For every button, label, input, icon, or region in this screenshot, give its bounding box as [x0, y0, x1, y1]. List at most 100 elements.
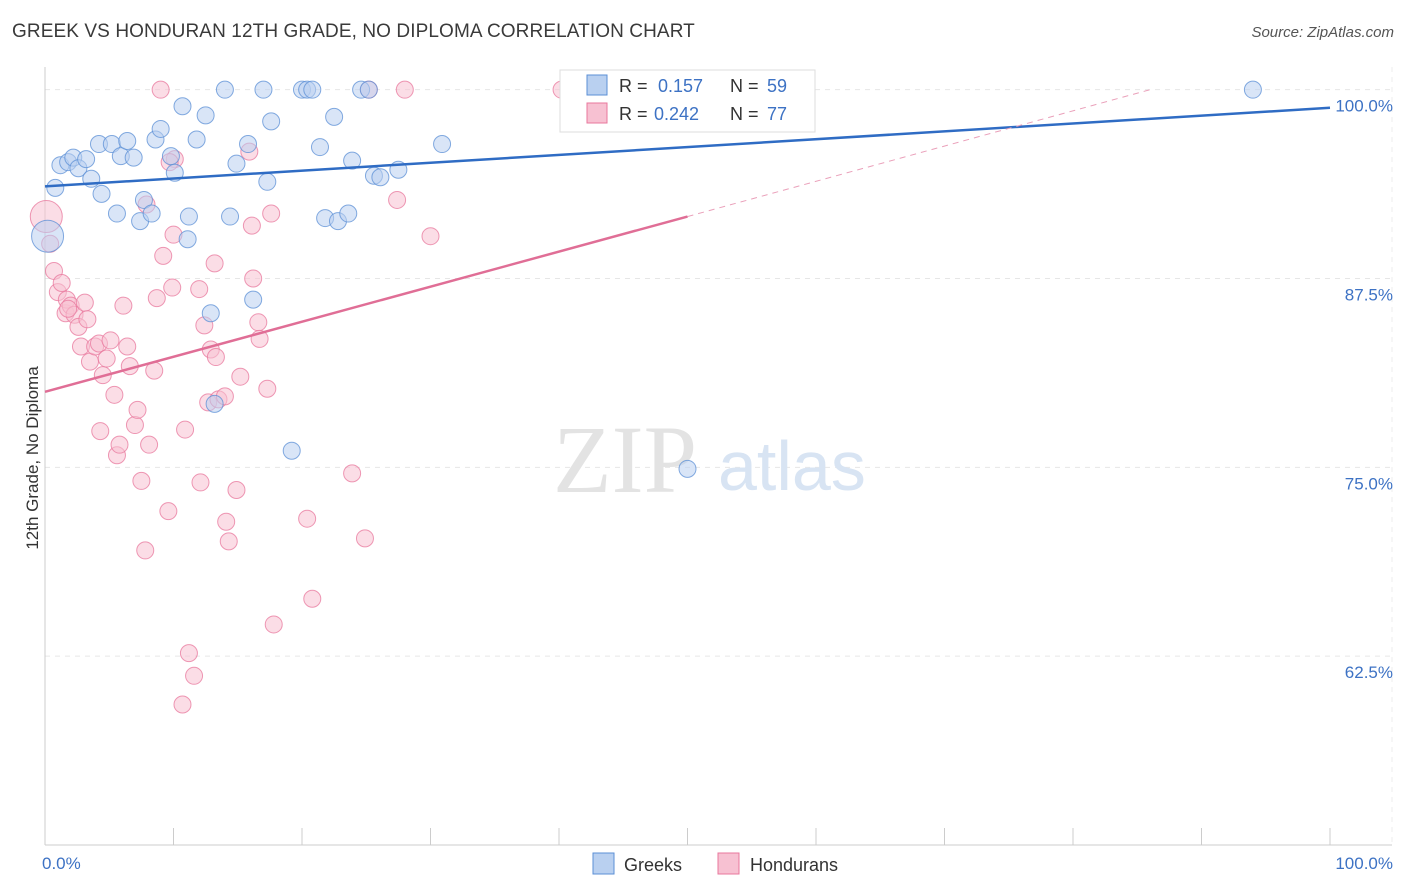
hondurans-legend-swatch [586, 102, 608, 124]
watermark-zip: ZIP [553, 406, 697, 513]
chart-title: GREEK VS HONDURAN 12TH GRADE, NO DIPLOMA… [12, 21, 695, 42]
honduran-point-42 [179, 644, 198, 663]
x-tick-label-1: 100.0% [1335, 854, 1393, 873]
honduran-point-65 [298, 509, 317, 528]
greek-point-43 [325, 107, 344, 126]
honduran-point-27 [128, 400, 147, 419]
watermark-atlas: atlas [718, 427, 866, 505]
honduran-point-43 [185, 666, 204, 685]
greeks-trend-line [44, 106, 1331, 188]
honduran-point-22 [110, 435, 129, 454]
honduran-point-11 [75, 293, 94, 312]
trend-lines [44, 89, 1331, 394]
greek-point-48 [359, 80, 378, 99]
hondurans-trend-extension [687, 89, 1151, 218]
hondurans-r-value: 0.242 [654, 104, 699, 124]
stats-legend: R = 0.157 N = 59 R = 0.242 N = 77 [559, 69, 816, 133]
greeks-swatch [592, 852, 615, 875]
source-label: Source: ZipAtlas.com [1251, 24, 1394, 41]
greek-point-36 [262, 112, 281, 131]
y-tick-label-0: 62.5% [1345, 663, 1393, 682]
greek-point-40 [303, 80, 322, 99]
watermark: ZIP atlas [553, 406, 866, 513]
greek-point-8 [92, 184, 111, 203]
honduran-point-30 [136, 541, 155, 560]
hondurans-n-value: 77 [767, 104, 787, 124]
hondurans-legend-label: Hondurans [750, 855, 838, 875]
greeks-r-value: 0.157 [658, 76, 703, 96]
greek-point-23 [179, 207, 198, 226]
honduran-point-49 [205, 254, 224, 273]
honduran-point-16 [91, 422, 110, 441]
greek-point-37 [282, 441, 301, 460]
honduran-point-26 [125, 416, 144, 435]
hondurans-points [29, 80, 581, 714]
honduran-point-70 [388, 190, 407, 209]
honduran-point-31 [140, 435, 159, 454]
honduran-point-76 [59, 299, 78, 318]
honduran-point-36 [159, 502, 178, 521]
greek-point-46 [343, 151, 362, 170]
y-axis-label: 12th Grade, No Diploma [23, 366, 42, 550]
greeks-legend-label: Greeks [624, 855, 682, 875]
honduran-point-68 [355, 529, 374, 548]
greek-point-22 [173, 97, 192, 116]
honduran-point-41 [176, 420, 195, 439]
greek-point-6 [77, 150, 96, 169]
greek-point-13 [118, 132, 137, 151]
honduran-point-53 [217, 512, 236, 531]
honduran-point-56 [231, 367, 250, 386]
axes [44, 67, 1392, 846]
greek-point-30 [221, 207, 240, 226]
y-tick-label-2: 87.5% [1345, 285, 1393, 304]
honduran-point-33 [147, 289, 166, 308]
honduran-point-20 [105, 385, 124, 404]
greek-point-35 [258, 172, 277, 191]
greeks-r-label: R = [619, 76, 648, 96]
greek-point-33 [244, 290, 263, 309]
greek-point-31 [227, 154, 246, 173]
greek-point-25 [187, 130, 206, 149]
greek-point-45 [339, 204, 358, 223]
greek-point-1 [46, 178, 65, 197]
honduran-point-63 [262, 204, 281, 223]
greek-point-19 [151, 119, 170, 138]
hondurans-r-label: R = [619, 104, 648, 124]
honduran-point-50 [206, 348, 225, 367]
honduran-point-18 [97, 349, 116, 368]
honduran-point-62 [258, 379, 277, 398]
greek-point-20 [161, 147, 180, 166]
series-legend: Greeks Hondurans [592, 852, 838, 875]
honduran-point-34 [151, 80, 170, 99]
honduran-point-35 [154, 246, 173, 265]
greek-point-34 [254, 80, 273, 99]
honduran-point-4 [52, 274, 71, 293]
greek-point-26 [196, 106, 215, 125]
y-tick-label-3: 100.0% [1335, 97, 1393, 116]
honduran-point-67 [343, 464, 362, 483]
greek-point-17 [142, 204, 161, 223]
greek-point-29 [215, 80, 234, 99]
honduran-point-23 [114, 296, 133, 315]
honduran-point-64 [264, 615, 283, 634]
hondurans-swatch [717, 852, 740, 875]
greek-point-16 [134, 190, 153, 209]
greek-point-24 [178, 230, 197, 249]
honduran-point-40 [173, 695, 192, 714]
honduran-point-58 [242, 216, 261, 235]
greek-point-55 [678, 459, 697, 478]
greek-point-41 [310, 138, 329, 157]
hondurans-n-label: N = [730, 104, 759, 124]
hondurans-trend-line [44, 215, 688, 394]
honduran-point-72 [421, 227, 440, 246]
honduran-point-66 [303, 589, 322, 608]
honduran-point-44 [190, 280, 209, 299]
greeks-n-label: N = [730, 76, 759, 96]
greek-point-0 [31, 219, 65, 253]
greek-point-50 [371, 168, 390, 187]
honduran-point-60 [249, 313, 268, 332]
greek-point-52 [433, 135, 452, 154]
greeks-legend-swatch [586, 74, 608, 96]
honduran-point-24 [118, 337, 137, 356]
